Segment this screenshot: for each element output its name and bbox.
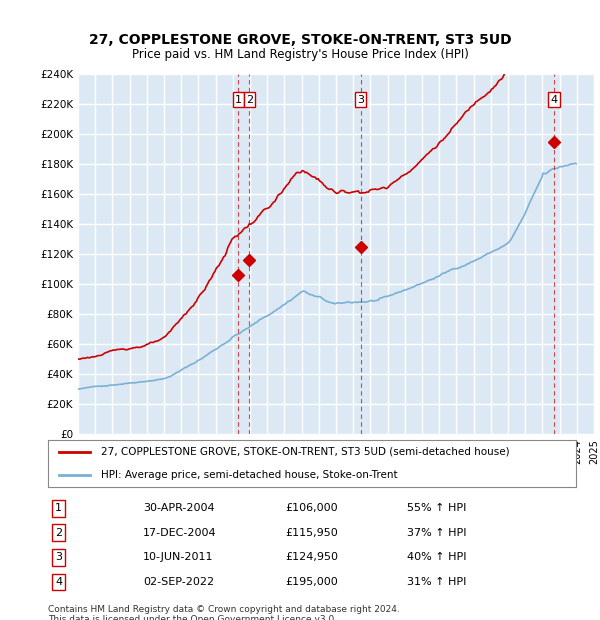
Text: £115,950: £115,950 (286, 528, 338, 538)
Text: HPI: Average price, semi-detached house, Stoke-on-Trent: HPI: Average price, semi-detached house,… (101, 470, 397, 480)
Text: 1: 1 (55, 503, 62, 513)
Text: 3: 3 (55, 552, 62, 562)
Text: Price paid vs. HM Land Registry's House Price Index (HPI): Price paid vs. HM Land Registry's House … (131, 48, 469, 61)
Text: 55% ↑ HPI: 55% ↑ HPI (407, 503, 466, 513)
Text: 1: 1 (235, 95, 242, 105)
Text: 02-SEP-2022: 02-SEP-2022 (143, 577, 214, 587)
Text: 4: 4 (55, 577, 62, 587)
Text: 2: 2 (55, 528, 62, 538)
Text: 27, COPPLESTONE GROVE, STOKE-ON-TRENT, ST3 5UD (semi-detached house): 27, COPPLESTONE GROVE, STOKE-ON-TRENT, S… (101, 447, 509, 457)
Text: £124,950: £124,950 (286, 552, 338, 562)
Text: 2: 2 (246, 95, 253, 105)
Text: 31% ↑ HPI: 31% ↑ HPI (407, 577, 466, 587)
Text: 40% ↑ HPI: 40% ↑ HPI (407, 552, 467, 562)
Text: 3: 3 (357, 95, 364, 105)
Text: £106,000: £106,000 (286, 503, 338, 513)
Text: Contains HM Land Registry data © Crown copyright and database right 2024.
This d: Contains HM Land Registry data © Crown c… (48, 604, 400, 620)
Text: 27, COPPLESTONE GROVE, STOKE-ON-TRENT, ST3 5UD: 27, COPPLESTONE GROVE, STOKE-ON-TRENT, S… (89, 33, 511, 47)
Text: 4: 4 (550, 95, 557, 105)
Text: 10-JUN-2011: 10-JUN-2011 (143, 552, 214, 562)
Text: 30-APR-2004: 30-APR-2004 (143, 503, 215, 513)
Text: 17-DEC-2004: 17-DEC-2004 (143, 528, 217, 538)
Text: 37% ↑ HPI: 37% ↑ HPI (407, 528, 467, 538)
Text: £195,000: £195,000 (286, 577, 338, 587)
